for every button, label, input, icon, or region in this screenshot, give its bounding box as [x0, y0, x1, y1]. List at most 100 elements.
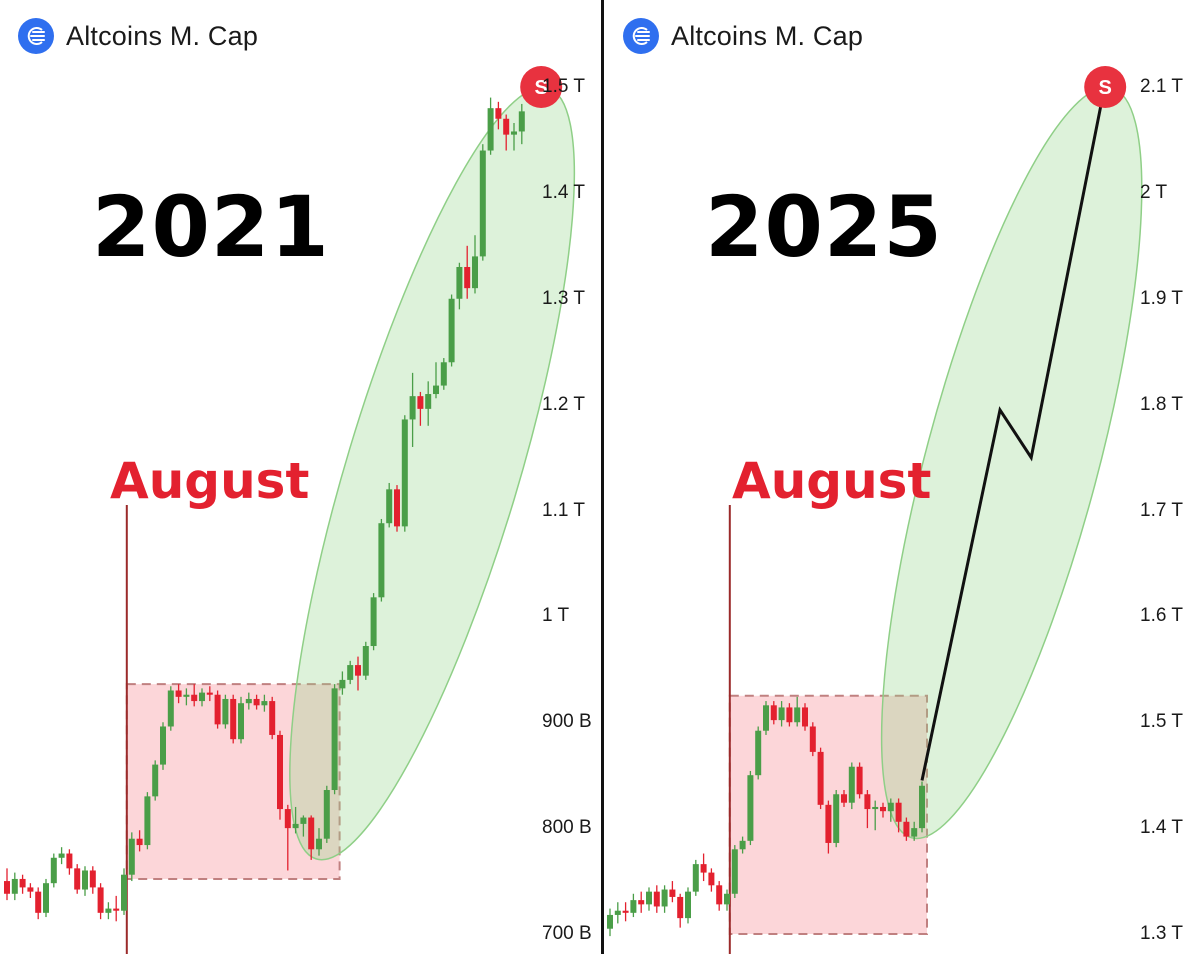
candlestick-plot-2025: S	[607, 66, 1143, 954]
candle	[856, 762, 863, 799]
candle	[238, 696, 244, 744]
projection-path-line	[920, 102, 1103, 781]
candle	[417, 391, 424, 426]
candle-body	[685, 891, 691, 919]
candle-body	[646, 891, 652, 905]
candle	[700, 853, 707, 882]
candle-body	[199, 692, 205, 702]
candle	[316, 828, 322, 856]
candle	[786, 703, 793, 727]
candle	[409, 372, 416, 447]
candle	[880, 802, 886, 818]
candle	[175, 684, 182, 704]
candle	[848, 762, 855, 810]
candle	[511, 122, 517, 151]
candle-body	[848, 766, 855, 803]
candle-body	[448, 298, 455, 363]
candle-body	[401, 419, 408, 527]
candle	[347, 660, 354, 685]
candle	[152, 760, 159, 801]
candle	[518, 103, 525, 145]
candle	[669, 881, 676, 903]
candle-body	[113, 908, 120, 911]
candle-body	[89, 870, 96, 888]
y-tick-label: 1.1 T	[542, 499, 585, 521]
candle-body	[58, 853, 65, 858]
candle	[284, 804, 291, 871]
candle	[269, 696, 276, 740]
candle-body	[409, 396, 416, 420]
candle-body	[238, 703, 244, 740]
candle-body	[66, 853, 73, 869]
year-label: 2025	[705, 178, 943, 276]
candle-body	[472, 256, 478, 289]
y-tick-label: 1.2 T	[542, 393, 585, 415]
candle-body	[692, 864, 699, 892]
candle	[747, 770, 754, 846]
candle-body	[518, 111, 525, 132]
candle	[27, 883, 34, 899]
candle	[362, 641, 369, 680]
candle	[607, 908, 613, 937]
chart-panel-2021: S Altcoins M. Cap 2021 August 700 B 800 B…	[4, 18, 592, 954]
y-tick-label: 1 T	[542, 605, 570, 627]
candle	[724, 889, 730, 911]
candle	[292, 806, 299, 834]
sell-signal-circle	[520, 66, 563, 108]
candle-body	[479, 150, 486, 257]
candle-body	[903, 821, 910, 837]
candle	[339, 671, 346, 695]
august-label: August	[732, 452, 932, 510]
candle-body	[339, 679, 346, 689]
candle	[89, 866, 96, 894]
candle	[755, 726, 762, 780]
y-tick-label: 1.8 T	[1140, 393, 1183, 415]
candle-body	[347, 665, 354, 680]
candle	[770, 701, 777, 725]
candle	[440, 358, 447, 390]
candle-body	[669, 889, 676, 897]
candle	[433, 362, 439, 399]
candle	[464, 245, 471, 299]
candle	[74, 864, 81, 894]
year-label: 2021	[92, 178, 330, 276]
candle	[206, 686, 213, 702]
candle	[887, 798, 894, 822]
sell-signal-marker: S	[1084, 66, 1127, 108]
candle-body	[152, 764, 159, 797]
candle	[895, 798, 902, 833]
candle	[136, 830, 143, 852]
y-tick-label: 1.6 T	[1140, 605, 1183, 627]
candle-body	[872, 806, 879, 810]
altcoin-logo-icon	[18, 18, 54, 54]
stacked-rings-icon	[27, 27, 45, 45]
candle	[456, 262, 463, 310]
candle	[50, 853, 57, 888]
candle	[97, 883, 104, 920]
candle	[872, 800, 879, 831]
candle	[401, 415, 408, 532]
candle-body	[35, 891, 42, 913]
candle-body	[911, 828, 918, 837]
candle	[653, 885, 660, 913]
y-tick-label: 1.4 T	[1140, 817, 1183, 839]
candle-body	[755, 730, 762, 776]
candle-body	[511, 131, 517, 135]
candle	[903, 817, 910, 841]
y-tick-label: 1.7 T	[1140, 499, 1183, 521]
candle-body	[880, 806, 886, 812]
candle-body	[245, 698, 252, 704]
panel-divider	[601, 0, 604, 954]
candle-body	[778, 707, 785, 721]
candle	[716, 881, 723, 911]
august-label: August	[110, 452, 310, 510]
candle	[386, 482, 393, 528]
candle-body	[825, 804, 832, 843]
candle-body	[269, 701, 276, 735]
candle	[183, 688, 190, 706]
candle-body	[456, 266, 463, 299]
candle	[43, 878, 49, 918]
candle	[919, 781, 925, 833]
y-tick-label: 2.1 T	[1140, 76, 1183, 97]
candle	[11, 872, 18, 901]
